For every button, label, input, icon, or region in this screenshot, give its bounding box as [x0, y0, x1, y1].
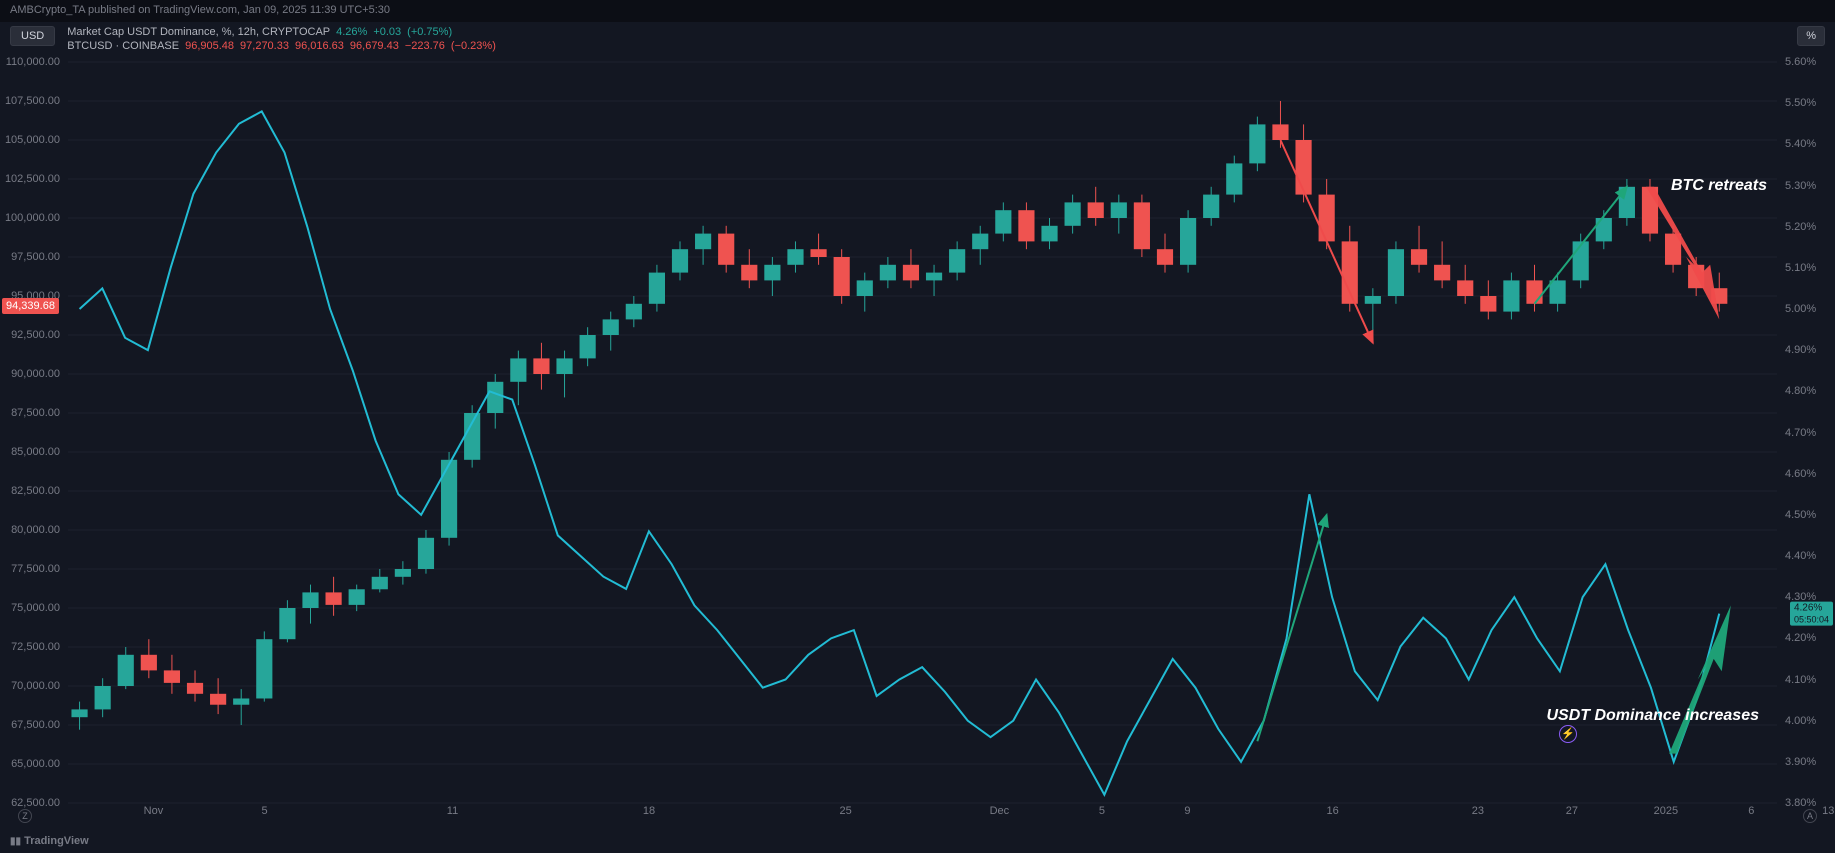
x-axis-label: Nov — [144, 805, 164, 817]
x-axis-label: 6 — [1748, 805, 1754, 817]
left-axis-label: 107,500.00 — [0, 95, 60, 107]
series2-change-abs: −223.76 — [405, 40, 445, 52]
right-axis-label: 5.30% — [1785, 180, 1835, 192]
right-axis-label: 5.20% — [1785, 221, 1835, 233]
left-axis-label: 110,000.00 — [0, 56, 60, 68]
right-axis-label: 5.10% — [1785, 262, 1835, 274]
right-axis-label: 5.40% — [1785, 138, 1835, 150]
x-axis-label: 18 — [643, 805, 655, 817]
publisher-header: AMBCrypto_TA published on TradingView.co… — [0, 0, 1835, 22]
left-axis-label: 92,500.00 — [0, 329, 60, 341]
right-axis-label: 4.20% — [1785, 632, 1835, 644]
flash-icon[interactable]: ⚡ — [1559, 725, 1577, 743]
left-axis-label: 90,000.00 — [0, 368, 60, 380]
x-axis-label: 2025 — [1654, 805, 1678, 817]
left-price-axis[interactable]: 110,000.00107,500.00105,000.00102,500.00… — [0, 62, 66, 803]
left-axis-label: 87,500.00 — [0, 407, 60, 419]
left-axis-label: 65,000.00 — [0, 758, 60, 770]
tv-logo-text: TradingView — [24, 835, 89, 847]
x-axis-label: Dec — [990, 805, 1010, 817]
right-axis-label: 5.60% — [1785, 56, 1835, 68]
x-axis-label: 27 — [1566, 805, 1578, 817]
x-axis-label: 5 — [261, 805, 267, 817]
series2-h: 97,270.33 — [240, 40, 289, 52]
x-axis-label: 25 — [839, 805, 851, 817]
annotation-btc-retreats: BTC retreats — [1671, 177, 1767, 195]
right-axis-label: 4.60% — [1785, 468, 1835, 480]
right-axis-label: 5.50% — [1785, 97, 1835, 109]
right-axis-label: 5.00% — [1785, 303, 1835, 315]
series1-title: Market Cap USDT Dominance, %, 12h, CRYPT… — [67, 26, 330, 38]
left-axis-label: 85,000.00 — [0, 446, 60, 458]
right-percent-axis[interactable]: 5.60%5.50%5.40%5.30%5.20%5.10%5.00%4.90%… — [1779, 62, 1835, 803]
left-axis-label: 82,500.00 — [0, 485, 60, 497]
time-axis[interactable]: Nov5111825Dec591623272025613 — [68, 805, 1777, 825]
zoom-icon[interactable]: Z — [18, 809, 32, 823]
x-axis-label: 23 — [1472, 805, 1484, 817]
series1-change-abs: +0.03 — [373, 26, 401, 38]
chart-svg — [68, 62, 1777, 803]
series2-title: BTCUSD · COINBASE — [67, 40, 179, 52]
tradingview-logo: ▮▮ TradingView — [10, 835, 89, 847]
series1-line: Market Cap USDT Dominance, %, 12h, CRYPT… — [67, 26, 496, 38]
left-axis-label: 97,500.00 — [0, 251, 60, 263]
left-axis-label: 100,000.00 — [0, 212, 60, 224]
right-axis-label: 4.10% — [1785, 674, 1835, 686]
x-axis-label: 13 — [1822, 805, 1834, 817]
right-axis-label: 4.70% — [1785, 427, 1835, 439]
left-axis-label: 80,000.00 — [0, 524, 60, 536]
left-axis-label: 72,500.00 — [0, 641, 60, 653]
percent-tag: 4.26%05:50:04 — [1790, 601, 1833, 626]
publisher-text: AMBCrypto_TA published on TradingView.co… — [10, 4, 390, 16]
percent-button[interactable]: % — [1797, 26, 1825, 46]
series2-o: 96,905.48 — [185, 40, 234, 52]
left-axis-label: 62,500.00 — [0, 797, 60, 809]
left-axis-label: 67,500.00 — [0, 719, 60, 731]
series2-change-pct: (−0.23%) — [451, 40, 496, 52]
left-axis-label: 105,000.00 — [0, 134, 60, 146]
price-tag: 94,339.68 — [2, 298, 59, 314]
series1-value: 4.26% — [336, 26, 367, 38]
right-axis-label: 4.50% — [1785, 509, 1835, 521]
right-axis-label: 4.40% — [1785, 550, 1835, 562]
right-axis-label: 4.80% — [1785, 385, 1835, 397]
left-axis-label: 102,500.00 — [0, 173, 60, 185]
series2-l: 96,016.63 — [295, 40, 344, 52]
chart-pane[interactable]: BTC retreats USDT Dominance increases ⚡ — [68, 62, 1777, 803]
x-axis-label: 5 — [1099, 805, 1105, 817]
annotation-usdt-increases: USDT Dominance increases — [1546, 707, 1759, 725]
symbol-info-block: Market Cap USDT Dominance, %, 12h, CRYPT… — [67, 26, 496, 52]
left-axis-label: 77,500.00 — [0, 563, 60, 575]
top-controls: USD Market Cap USDT Dominance, %, 12h, C… — [10, 26, 1825, 60]
series1-change-pct: (+0.75%) — [407, 26, 452, 38]
x-axis-label: 11 — [447, 805, 458, 817]
x-axis-label: 9 — [1184, 805, 1190, 817]
series2-c: 96,679.43 — [350, 40, 399, 52]
left-axis-label: 75,000.00 — [0, 602, 60, 614]
right-axis-label: 4.90% — [1785, 344, 1835, 356]
currency-button[interactable]: USD — [10, 26, 55, 46]
series2-line: BTCUSD · COINBASE 96,905.48 97,270.33 96… — [67, 40, 496, 52]
auto-icon[interactable]: A — [1803, 809, 1817, 823]
x-axis-label: 16 — [1327, 805, 1339, 817]
right-axis-label: 4.00% — [1785, 715, 1835, 727]
right-axis-label: 3.90% — [1785, 756, 1835, 768]
left-axis-label: 70,000.00 — [0, 680, 60, 692]
